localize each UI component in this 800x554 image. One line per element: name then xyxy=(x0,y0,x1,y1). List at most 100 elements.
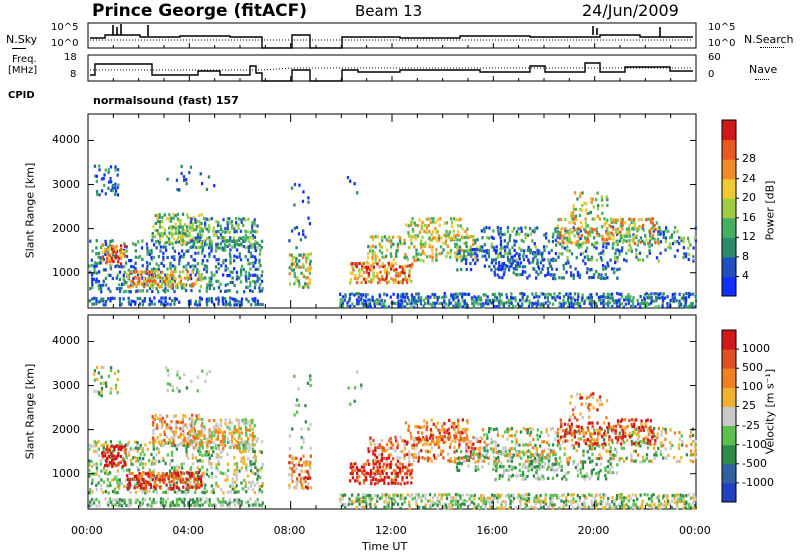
range-cell xyxy=(108,460,111,465)
range-cell xyxy=(417,296,420,300)
range-cell xyxy=(637,258,640,262)
range-cell xyxy=(207,440,211,444)
range-cell xyxy=(299,238,302,242)
range-cell xyxy=(472,242,475,247)
range-cell xyxy=(623,298,626,302)
range-cell xyxy=(687,240,691,244)
range-cell xyxy=(106,445,109,449)
range-cell xyxy=(103,451,107,455)
range-cell xyxy=(424,503,427,507)
range-cell xyxy=(192,474,196,478)
range-cell xyxy=(120,286,123,290)
range-cell xyxy=(162,288,165,293)
range-cell xyxy=(201,471,204,476)
range-cell xyxy=(138,302,141,306)
range-cell xyxy=(235,303,238,307)
range-cell xyxy=(410,435,413,439)
range-cell xyxy=(195,279,198,283)
range-cell xyxy=(454,502,457,507)
range-cell xyxy=(626,234,629,239)
range-cell xyxy=(260,450,263,454)
range-cell xyxy=(567,292,570,296)
range-cell xyxy=(625,251,628,256)
range-cell xyxy=(477,447,480,451)
range-cell xyxy=(484,293,487,297)
range-cell xyxy=(374,482,377,486)
range-cell xyxy=(231,484,234,488)
range-cell xyxy=(152,243,156,247)
range-cell xyxy=(655,496,658,500)
range-cell xyxy=(452,295,455,300)
range-cell xyxy=(235,472,238,476)
range-cell xyxy=(627,295,630,299)
range-cell xyxy=(538,267,541,271)
range-cell xyxy=(205,187,209,191)
range-cell xyxy=(458,251,461,255)
range-cell xyxy=(106,500,109,504)
range-cell xyxy=(224,227,227,231)
range-cell xyxy=(443,292,446,296)
range-cell xyxy=(104,471,107,475)
range-cell xyxy=(591,299,594,303)
range-cell xyxy=(435,301,438,305)
range-cell xyxy=(655,221,658,225)
range-cell xyxy=(435,499,439,504)
range-cell xyxy=(233,230,236,234)
range-cell xyxy=(503,249,507,253)
range-cell xyxy=(295,467,298,471)
range-cell xyxy=(545,236,548,240)
range-cell xyxy=(197,430,200,434)
range-cell xyxy=(367,261,370,265)
range-cell xyxy=(171,388,175,393)
range-cell xyxy=(116,391,119,395)
range-cell xyxy=(190,424,193,428)
range-cell xyxy=(474,247,477,252)
range-cell xyxy=(168,231,171,235)
range-cell xyxy=(306,256,309,260)
range-cell xyxy=(496,500,499,504)
range-cell xyxy=(369,506,372,510)
range-cell xyxy=(648,503,651,507)
range-cell xyxy=(191,429,194,433)
range-cell xyxy=(189,220,192,224)
range-cell xyxy=(204,221,207,225)
range-cell xyxy=(483,264,486,268)
range-cell xyxy=(435,239,439,243)
range-cell xyxy=(197,251,200,255)
range-cell xyxy=(175,420,178,424)
range-cell xyxy=(173,249,177,253)
range-cell xyxy=(195,477,198,481)
range-cell xyxy=(302,190,305,194)
range-cell xyxy=(494,261,498,265)
range-cell xyxy=(215,483,218,487)
range-cell xyxy=(220,488,223,492)
range-cell xyxy=(627,505,630,509)
range-cell xyxy=(396,443,400,447)
range-cell xyxy=(237,243,240,247)
range-cell xyxy=(461,418,464,422)
range-cell xyxy=(159,234,162,238)
range-cell xyxy=(215,258,218,262)
range-cell xyxy=(215,446,218,451)
range-cell xyxy=(163,432,166,436)
range-cell xyxy=(290,265,293,269)
range-cell xyxy=(146,246,149,250)
range-cell xyxy=(429,302,432,306)
range-cell xyxy=(151,270,154,274)
range-cell xyxy=(581,293,584,297)
range-cell xyxy=(467,445,470,449)
range-cell xyxy=(101,243,104,247)
range-cell xyxy=(181,269,185,274)
range-cell xyxy=(95,443,98,447)
range-cell xyxy=(205,303,209,307)
range-cell xyxy=(620,249,623,253)
range-cell xyxy=(579,252,583,256)
range-cell xyxy=(600,258,604,262)
range-cell xyxy=(200,221,203,226)
range-cell xyxy=(595,258,598,262)
range-cell xyxy=(145,282,148,286)
range-cell xyxy=(244,270,247,274)
range-cell xyxy=(288,434,291,438)
range-cell xyxy=(105,447,108,451)
range-cell xyxy=(587,505,590,509)
